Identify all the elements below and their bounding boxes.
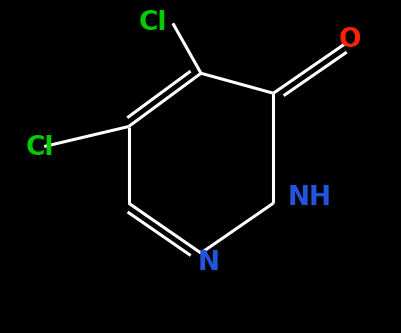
Text: Cl: Cl [26, 135, 54, 161]
Text: Cl: Cl [138, 10, 166, 36]
Text: O: O [338, 27, 360, 53]
Text: NH: NH [287, 185, 331, 211]
Text: N: N [198, 250, 219, 276]
